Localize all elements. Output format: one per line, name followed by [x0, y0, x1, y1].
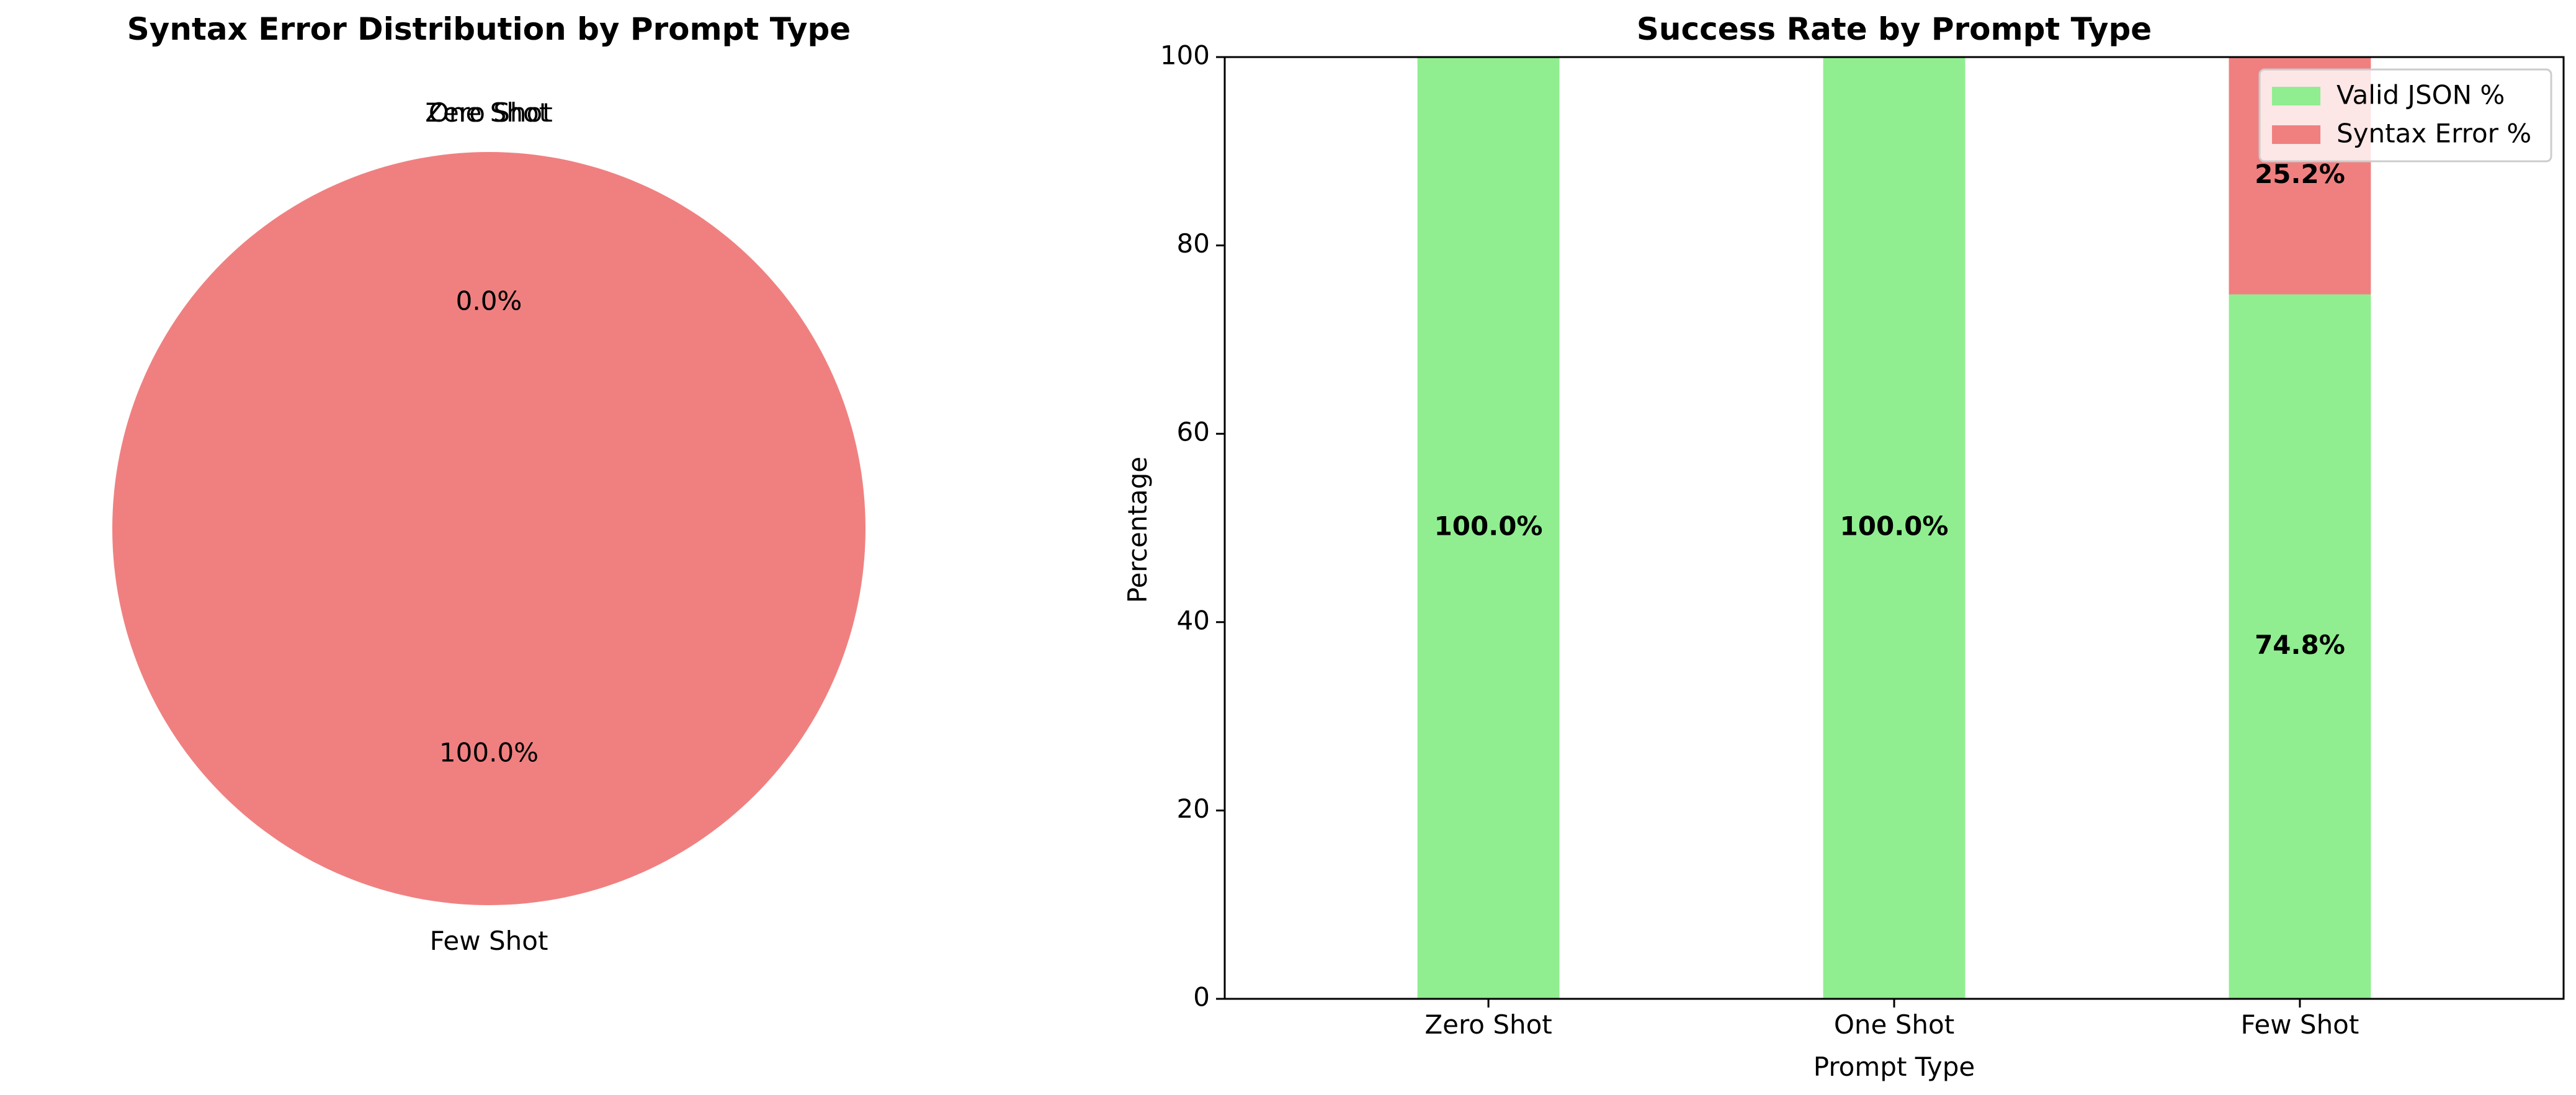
y-tick-label: 0 — [1193, 982, 1210, 1012]
pie-percent-one-shot: 0.0% — [456, 285, 522, 316]
y-tick-label: 60 — [1177, 417, 1210, 447]
x-axis-label: Prompt Type — [1813, 1052, 1975, 1082]
y-tick-label: 40 — [1177, 605, 1210, 635]
y-tick-label: 20 — [1177, 793, 1210, 824]
bar-valid-json-few-shot — [2229, 294, 2371, 999]
bar-label-valid-json-one-shot: 100.0% — [1840, 511, 1949, 542]
x-axis-ticks: Zero Shot One Shot Few Shot — [1424, 999, 2359, 1040]
pie-label-few-shot: Few Shot — [430, 926, 548, 956]
legend-swatch-valid-json — [2272, 87, 2320, 105]
y-tick-label: 80 — [1177, 228, 1210, 259]
bar-chart-panel: Success Rate by Prompt Type 100.0% 100.0%… — [1122, 11, 2565, 1082]
pie-percent-zero-shot: 0.0% — [456, 285, 522, 316]
pie-chart-panel: Syntax Error Distribution by Prompt Type… — [112, 11, 865, 956]
pie-slices — [112, 152, 865, 905]
bar-label-valid-json-zero-shot: 100.0% — [1434, 511, 1543, 542]
legend: Valid JSON % Syntax Error % — [2258, 68, 2552, 163]
legend-label-valid-json: Valid JSON % — [2337, 80, 2505, 110]
y-axis-label: Percentage — [1122, 457, 1153, 603]
bars — [1417, 57, 2371, 999]
bar-value-labels: 100.0% 100.0% 74.8% 25.2% — [1434, 159, 2345, 660]
bar-chart-title: Success Rate by Prompt Type — [1637, 11, 2152, 47]
pie-label-one-shot: One Shot — [429, 97, 549, 128]
pie-chart-title: Syntax Error Distribution by Prompt Type — [127, 11, 851, 47]
y-tick-label: 100 — [1160, 40, 1210, 71]
legend-swatch-syntax-error — [2272, 125, 2320, 144]
x-tick-label-few-shot: Few Shot — [2241, 1009, 2359, 1040]
bar-valid-json-zero-shot — [1417, 57, 1560, 999]
pie-label-zero-shot: Zero Shot — [425, 97, 552, 128]
bar-valid-json-one-shot — [1823, 57, 1966, 999]
legend-box — [2258, 68, 2552, 163]
bar-label-syntax-error-few-shot: 25.2% — [2255, 159, 2345, 189]
y-axis-ticks: 0 20 40 60 80 100 — [1160, 40, 1225, 1012]
legend-label-syntax-error: Syntax Error % — [2337, 118, 2531, 149]
pie-percent-few-shot: 100.0% — [439, 738, 539, 768]
x-tick-label-zero-shot: Zero Shot — [1424, 1009, 1552, 1040]
x-tick-label-one-shot: One Shot — [1834, 1009, 1954, 1040]
bar-label-valid-json-few-shot: 74.8% — [2255, 630, 2345, 660]
pie-slice-few-shot — [112, 152, 865, 905]
